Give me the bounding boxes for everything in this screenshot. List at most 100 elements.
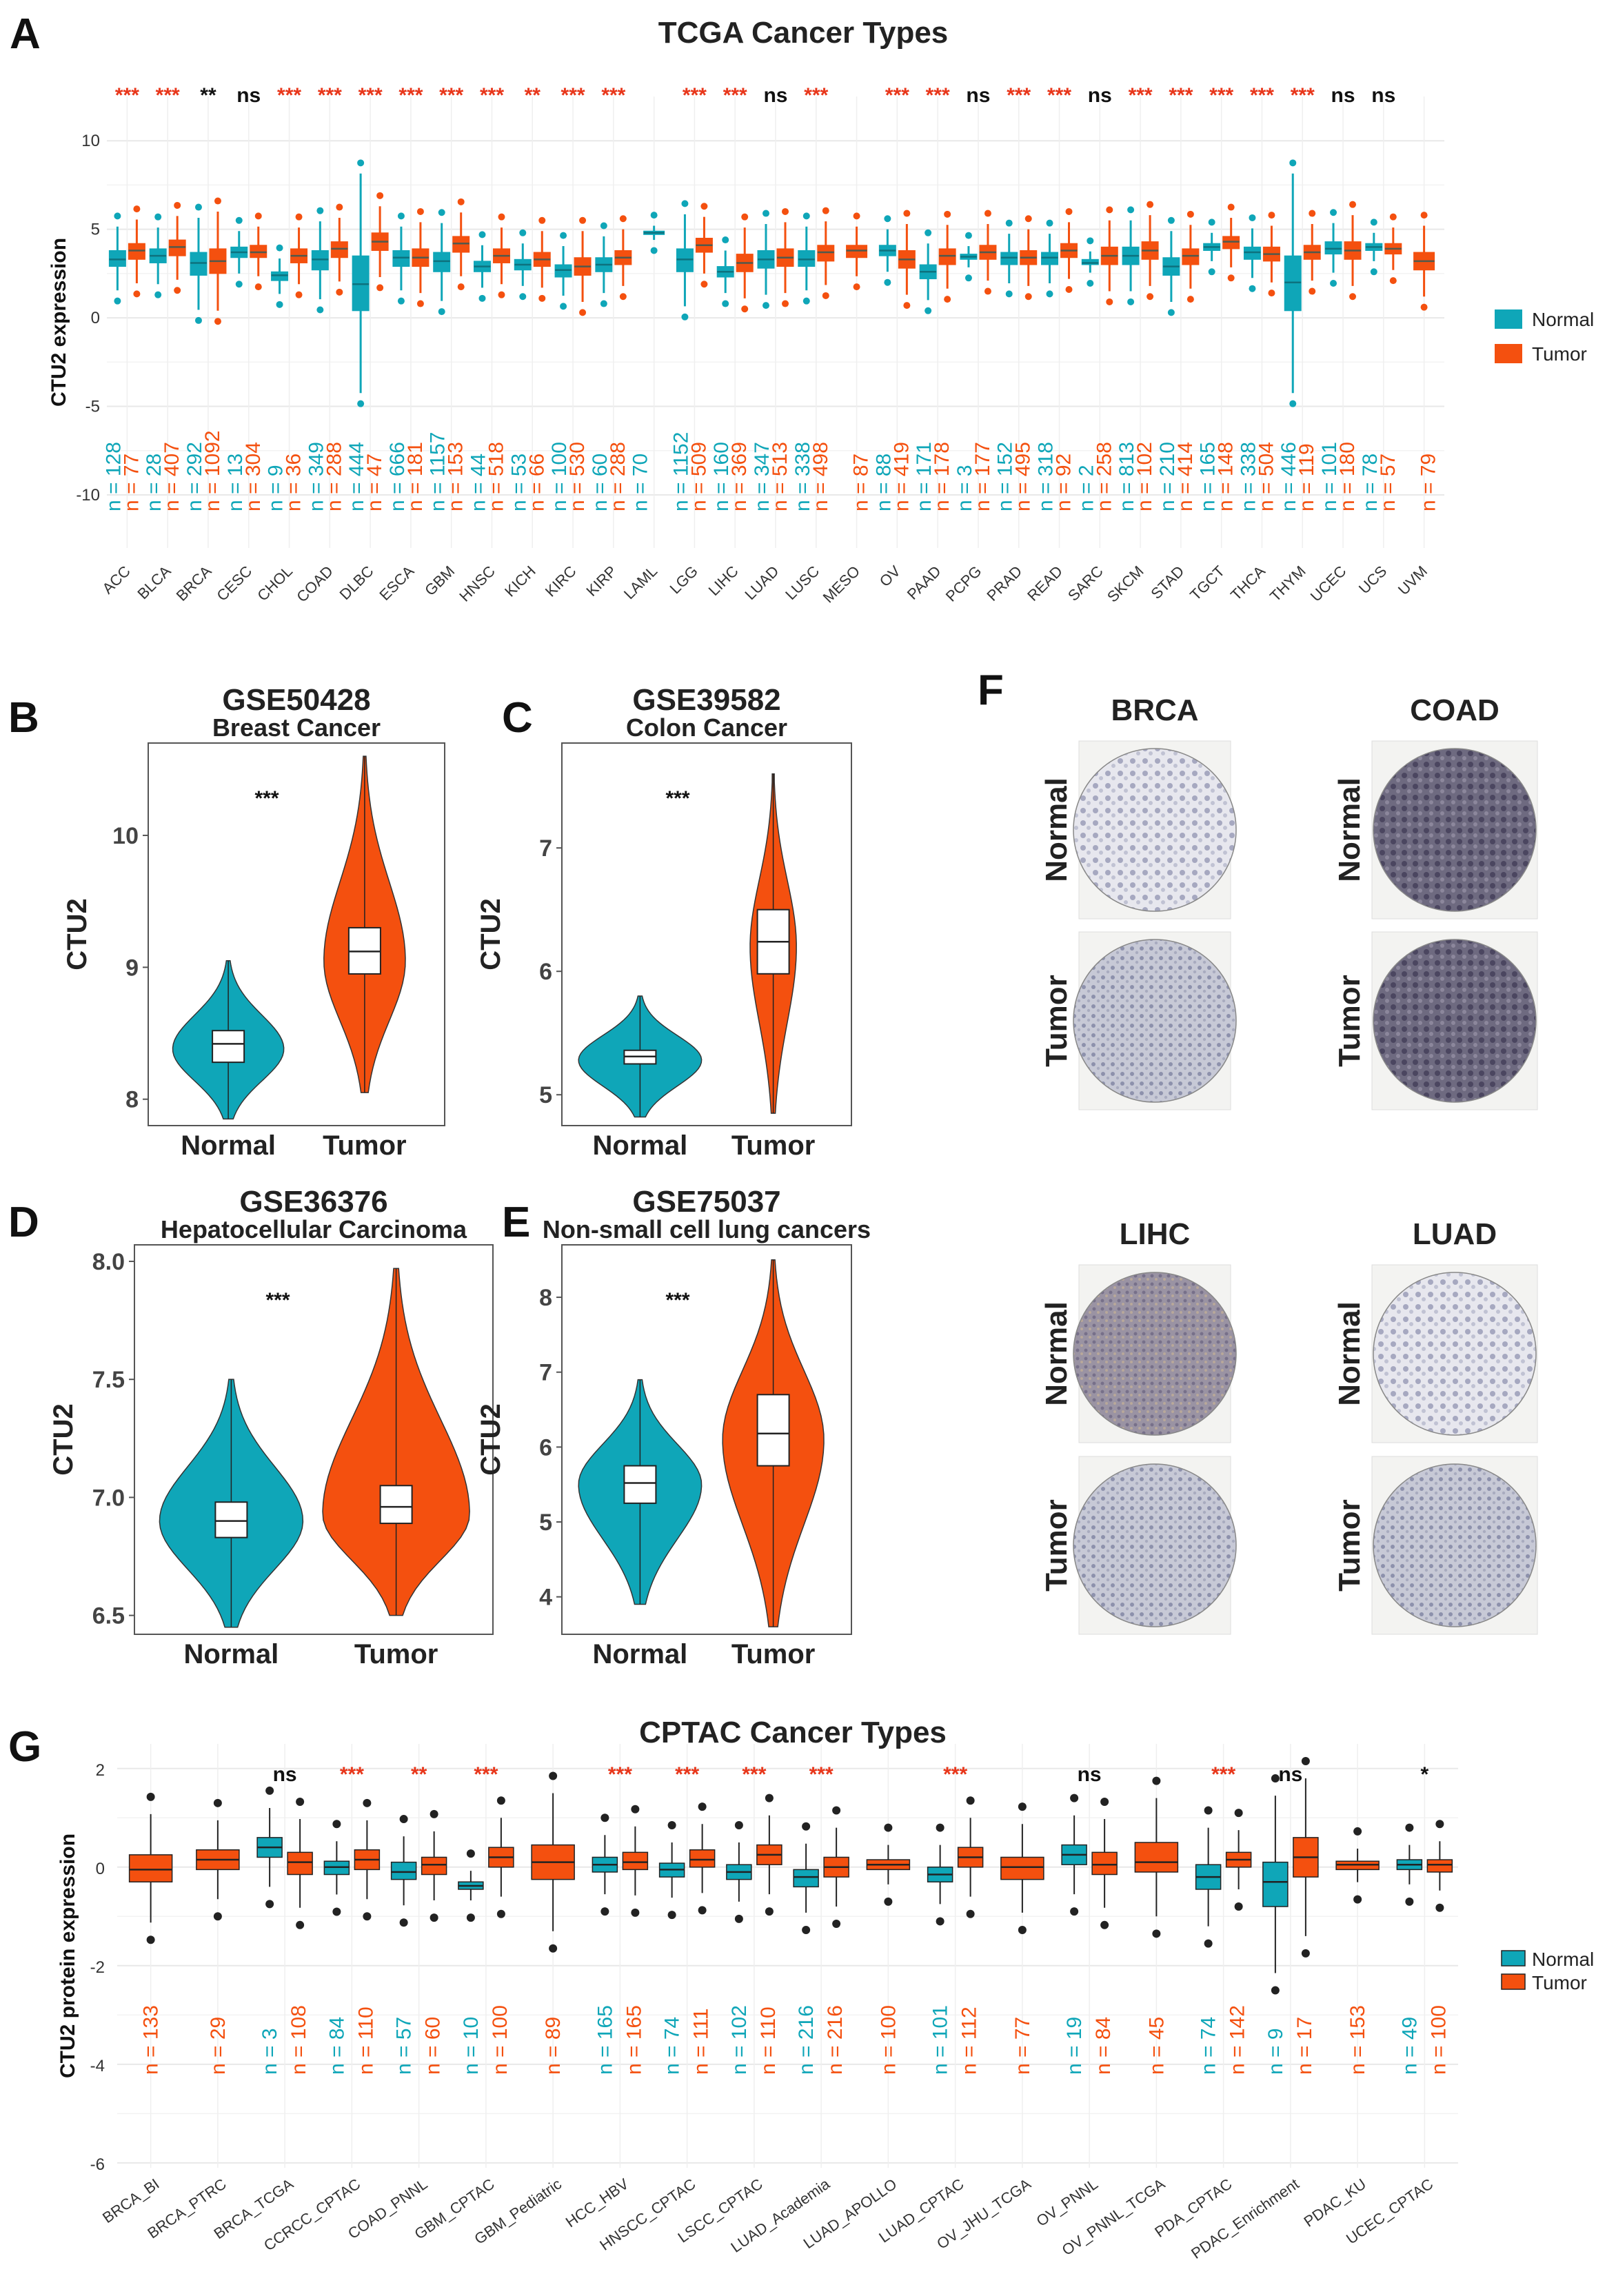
- box-tumor-READ: [1060, 207, 1078, 293]
- box-tumor-COAD_PNNL-outlier: [430, 1809, 438, 1818]
- ihc-tissue-core: [1073, 1463, 1237, 1627]
- box-tumor-OV_JHU_TCGA-iqr: [1000, 1856, 1044, 1880]
- box-normal-BRCA: [190, 203, 208, 324]
- sig-COAD_PNNL: **: [411, 1763, 427, 1786]
- legend-label-tumor: Tumor: [1532, 343, 1587, 365]
- x-label-tumor: Tumor: [731, 1639, 815, 1669]
- n-tumor-UCS: n = 57: [1377, 454, 1400, 511]
- box-tumor-KIRP-outlier: [619, 293, 627, 301]
- n-normal-ESCA: n = 666: [386, 442, 409, 511]
- box-tumor-HCC_HBV: [622, 1805, 649, 1917]
- sig-STAD: ***: [1169, 84, 1193, 107]
- n-tumor-COAD: n = 288: [323, 442, 345, 511]
- n-tumor-DLBC: n = 47: [363, 454, 386, 511]
- sig-HNSC: ***: [480, 84, 504, 107]
- x-tick-label-UVM: UVM: [1395, 562, 1431, 598]
- box-tumor-STAD-outlier: [1186, 296, 1194, 303]
- n-normal-HNSC: n = 44: [467, 454, 489, 511]
- box-tumor-LUAD_CPTAC-outlier: [966, 1796, 975, 1805]
- sig-HNSCC_CPTAC: ***: [675, 1763, 699, 1786]
- box-normal-SARC-outlier: [1087, 237, 1094, 245]
- box-normal-LUSC-outlier: [802, 297, 810, 305]
- box-normal-READ-outlier: [1046, 290, 1053, 298]
- box-normal-LUSC-outlier: [802, 212, 810, 220]
- box-normal-BRCA_TCGA-outlier: [265, 1900, 274, 1909]
- y-tick-label: -5: [85, 398, 100, 416]
- box-tumor-BRCA_BI-outlier: [146, 1792, 155, 1801]
- ihc-row-label: Tumor: [1040, 975, 1073, 1067]
- y-tick-label: 8: [539, 1285, 552, 1311]
- n-tumor-READ: n = 92: [1053, 454, 1075, 511]
- box-normal-CHOL-outlier: [276, 244, 283, 252]
- box-tumor-PDAC_Enrichment-outlier: [1301, 1949, 1310, 1958]
- sig-ESCA: ***: [398, 84, 423, 107]
- box-tumor-UCEC: [1344, 201, 1362, 301]
- violin-title: GSE36376: [239, 1185, 387, 1219]
- box-tumor-TGCT-outlier: [1227, 274, 1235, 282]
- box-normal-STAD-outlier: [1167, 309, 1175, 316]
- n-tumor-SKCM: n = 102: [1133, 442, 1156, 511]
- box-normal-KIRP-outlier: [600, 300, 607, 307]
- violin-box-normal: [623, 1465, 657, 1504]
- box-normal-COAD_PNNL-outlier: [399, 1918, 408, 1927]
- sig-THYM: ***: [1291, 84, 1315, 107]
- box-tumor-CESC-outlier: [254, 212, 262, 220]
- box-normal-KIRC-outlier: [560, 232, 567, 239]
- box-normal-SKCM-outlier: [1127, 298, 1135, 305]
- sig-PRAD: ***: [1007, 84, 1031, 107]
- box-tumor-COAD_PNNL-iqr: [421, 1856, 447, 1876]
- box-tumor-GBM_CPTAC: [488, 1796, 514, 1918]
- x-tick-label-BRCA_BI: BRCA_BI: [99, 2175, 162, 2226]
- box-tumor-LUAD_CPTAC-outlier: [966, 1909, 975, 1918]
- box-normal-CHOL: [271, 244, 289, 308]
- legend-swatch-tumor: [1501, 1973, 1526, 1990]
- legend-label-tumor: Tumor: [1532, 1972, 1587, 1993]
- box-normal-THCA-outlier: [1249, 285, 1256, 292]
- x-label-normal: Normal: [181, 1130, 276, 1161]
- n-tumor-OV_JHU_TCGA: n = 77: [1011, 2017, 1034, 2075]
- box-tumor-PDAC_KU: [1335, 1827, 1380, 1904]
- y-axis-label: CTU2 expression: [48, 238, 70, 407]
- box-normal-UCS: [1365, 219, 1383, 276]
- n-tumor-TGCT: n = 148: [1215, 442, 1238, 511]
- box-tumor-CCRCC_CPTAC: [354, 1798, 381, 1921]
- box-normal-PDA_CPTAC-outlier: [1204, 1806, 1213, 1815]
- box-tumor-UCEC-outlier: [1349, 201, 1357, 208]
- n-normal-PCPG: n = 3: [953, 465, 976, 511]
- box-normal-LUSC: [798, 212, 816, 305]
- box-normal-PAAD-outlier: [925, 229, 932, 236]
- box-normal-CCRCC_CPTAC-outlier: [332, 1907, 341, 1916]
- box-normal-LGG-outlier: [681, 313, 689, 321]
- x-label-normal: Normal: [592, 1639, 687, 1669]
- box-normal-UCEC-outlier: [1330, 209, 1337, 216]
- box-tumor-CHOL-outlier: [295, 213, 303, 221]
- panel-f: F BRCA Normal Tumor COAD Normal Tumor LIHC Norma…: [978, 667, 1538, 1635]
- box-tumor-PAAD-outlier: [944, 296, 951, 303]
- n-normal-LIHC: n = 160: [710, 442, 733, 511]
- n-tumor-GBM_CPTAC: n = 100: [489, 2005, 512, 2075]
- n-tumor-LUAD_CPTAC: n = 112: [958, 2007, 981, 2075]
- box-tumor-ESCA: [412, 207, 430, 307]
- violin-subtitle: Non-small cell lung cancers: [543, 1215, 871, 1243]
- n-tumor-OV: n = 419: [890, 442, 913, 511]
- violin-box-normal: [212, 1030, 245, 1064]
- box-tumor-SKCM-outlier: [1147, 201, 1154, 208]
- box-tumor-UCEC_CPTAC-outlier: [1435, 1903, 1444, 1912]
- box-tumor-COAD_PNNL-outlier: [430, 1913, 438, 1922]
- box-tumor-GBM_Pediatric: [531, 1771, 575, 1953]
- box-normal-LUAD_Academia-iqr: [793, 1869, 819, 1888]
- sig-KIRP: ***: [601, 84, 625, 107]
- n-normal-PAAD: n = 171: [913, 442, 936, 511]
- n-tumor-LIHC: n = 369: [728, 442, 751, 511]
- box-tumor-LGG: [695, 203, 713, 288]
- box-tumor-GBM_CPTAC-outlier: [496, 1909, 505, 1918]
- n-tumor-LUAD_APOLLO: n = 100: [877, 2005, 900, 2075]
- panel-label-c: C: [502, 694, 533, 742]
- violin-title: GSE39582: [632, 683, 780, 717]
- box-tumor-STAD: [1182, 210, 1200, 303]
- y-tick-label: -4: [90, 2057, 105, 2075]
- y-tick-label: 2: [96, 1761, 105, 1780]
- box-normal-GBM_CPTAC-outlier: [466, 1913, 475, 1922]
- box-normal-PDA_CPTAC-outlier: [1204, 1939, 1213, 1948]
- x-tick-label-ESCA: ESCA: [376, 562, 417, 604]
